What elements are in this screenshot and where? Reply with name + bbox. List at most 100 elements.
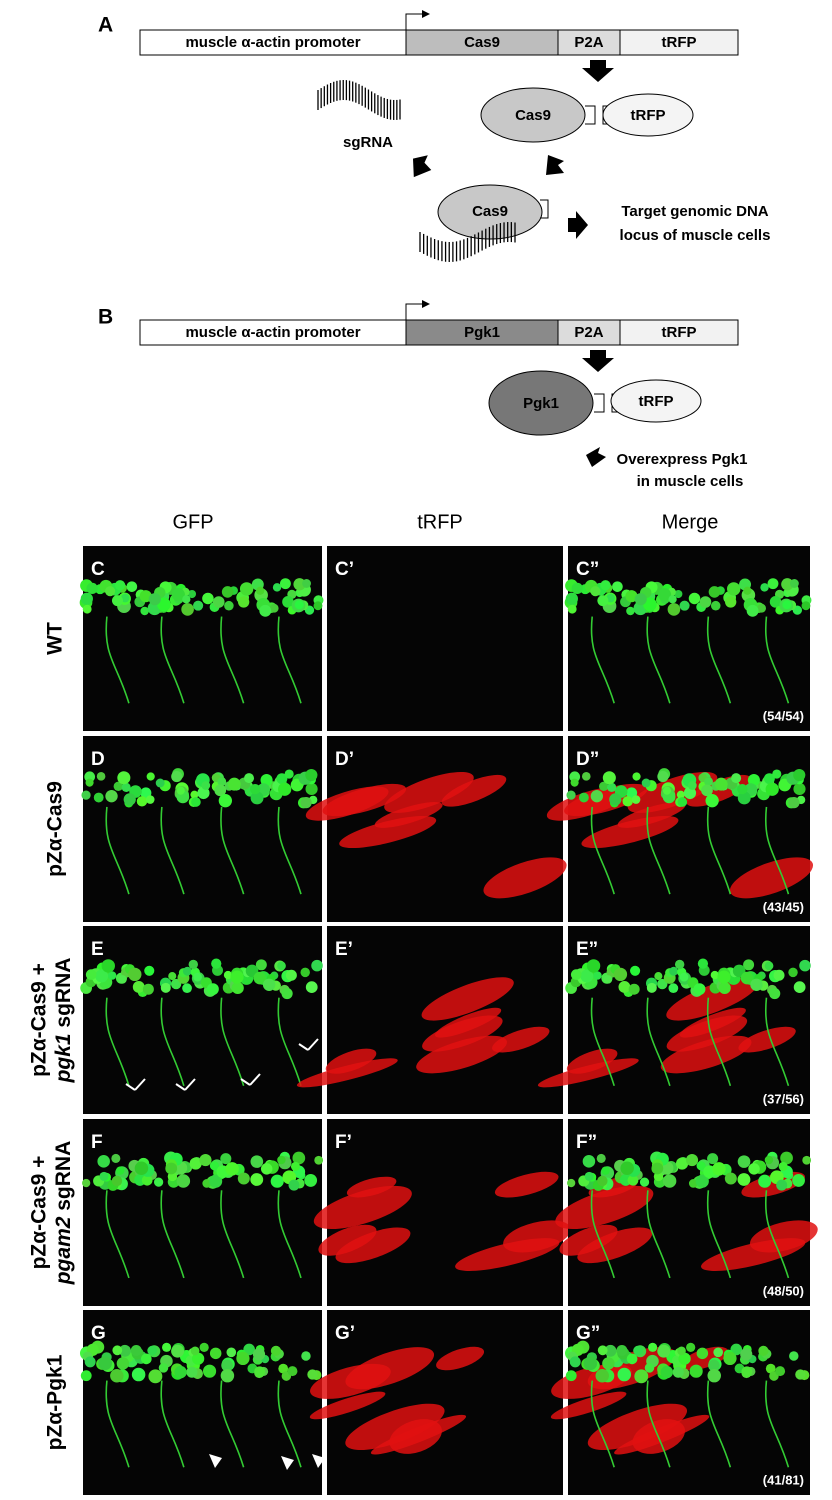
segment xyxy=(139,319,407,346)
column-header: tRFP xyxy=(417,511,463,533)
green-cell xyxy=(565,1370,577,1382)
green-cell xyxy=(750,978,763,991)
green-cell xyxy=(746,604,759,617)
green-axon xyxy=(160,806,185,895)
green-cell xyxy=(80,1370,92,1382)
green-cell xyxy=(789,1351,799,1361)
green-cell xyxy=(186,1366,198,1378)
green-axon xyxy=(646,1380,671,1468)
segment-label: Cas9 xyxy=(464,34,500,51)
green-cell xyxy=(782,600,792,610)
gene-name: pgk1 xyxy=(52,1033,75,1083)
red-fiber xyxy=(345,1403,445,1451)
green-cell xyxy=(147,1345,158,1356)
green-cell xyxy=(278,1363,289,1374)
green-axon xyxy=(764,1190,790,1279)
green-cell xyxy=(116,1357,130,1370)
green-cell xyxy=(582,1155,596,1168)
green-cell xyxy=(171,770,183,783)
green-cell xyxy=(260,1163,273,1175)
green-cell xyxy=(618,981,631,993)
green-cell xyxy=(758,1345,769,1356)
row-label: pZα-Cas9 + xyxy=(28,1156,51,1270)
red-fiber xyxy=(729,857,814,899)
green-cell xyxy=(634,1369,649,1384)
green-cell xyxy=(305,782,318,796)
panel-letter: E’ xyxy=(335,939,353,960)
red-fiber xyxy=(494,1171,559,1198)
green-cell xyxy=(612,581,623,592)
row-label: pgam2 sgRNA xyxy=(52,1141,75,1286)
green-cell xyxy=(687,781,697,790)
green-cell xyxy=(223,970,233,980)
green-cell xyxy=(148,1369,163,1384)
green-cell xyxy=(584,1171,594,1181)
green-cell xyxy=(305,981,318,993)
green-cell xyxy=(221,586,234,598)
green-axon xyxy=(220,806,245,895)
green-cell xyxy=(602,1357,615,1370)
green-cell xyxy=(250,791,264,805)
green-cell xyxy=(236,1351,250,1366)
red-fiber xyxy=(617,802,686,828)
green-cell xyxy=(802,1155,812,1165)
sgrna-label: sgRNA xyxy=(343,134,393,151)
green-cell xyxy=(182,966,192,976)
green-cell xyxy=(689,1364,703,1378)
green-cell xyxy=(679,600,690,611)
panel-letter: B xyxy=(98,306,113,329)
green-axon xyxy=(590,1380,615,1468)
green-cell xyxy=(765,1363,776,1374)
green-cell xyxy=(130,1345,142,1357)
green-cell xyxy=(679,972,689,982)
green-cell xyxy=(111,1175,123,1187)
green-cell xyxy=(675,1157,689,1170)
micrograph: G’ xyxy=(309,1310,563,1495)
green-cell xyxy=(307,1369,318,1380)
green-cell xyxy=(776,1179,788,1191)
green-cell xyxy=(300,797,312,809)
red-fiber xyxy=(436,1346,485,1371)
green-axon xyxy=(706,806,732,895)
green-cell xyxy=(772,769,782,779)
green-cell xyxy=(674,589,683,599)
green-cell xyxy=(220,1368,235,1383)
red-fiber xyxy=(421,977,514,1021)
green-cell xyxy=(724,1172,737,1185)
green-cell xyxy=(313,601,323,611)
panel-a: A muscle α-actin promoter Cas9 P2A tRFP … xyxy=(98,10,770,262)
green-cell xyxy=(793,768,806,782)
green-cell xyxy=(244,773,255,784)
green-cell xyxy=(708,1359,720,1372)
green-cell xyxy=(767,578,779,590)
column-header: Merge xyxy=(662,511,719,533)
green-cell xyxy=(160,982,171,993)
green-axon xyxy=(160,1190,185,1279)
green-axon xyxy=(764,997,790,1087)
green-cell xyxy=(688,1179,698,1188)
green-cell xyxy=(713,1347,724,1358)
green-cell xyxy=(284,769,294,779)
green-cell xyxy=(669,966,679,976)
green-cell xyxy=(604,1344,617,1357)
green-axon xyxy=(277,1380,302,1468)
green-cell xyxy=(662,1174,677,1188)
green-cell xyxy=(287,1366,298,1377)
red-fiber xyxy=(441,774,507,807)
protein xyxy=(488,370,594,436)
block-arrow xyxy=(412,155,432,178)
green-cell xyxy=(758,1174,772,1188)
red-fiber xyxy=(503,1220,571,1253)
green-cell xyxy=(105,586,116,597)
red-fiber xyxy=(587,1403,688,1451)
red-fiber xyxy=(422,1015,503,1052)
green-cell xyxy=(277,961,286,971)
row-label: pgk1 sgRNA xyxy=(52,958,75,1084)
green-cell xyxy=(165,1162,178,1175)
green-axon xyxy=(646,806,671,895)
green-cell xyxy=(85,778,94,787)
micrograph-bg xyxy=(83,926,322,1114)
green-axon xyxy=(764,616,790,704)
green-cell xyxy=(174,1365,187,1379)
green-cell xyxy=(780,1151,793,1165)
